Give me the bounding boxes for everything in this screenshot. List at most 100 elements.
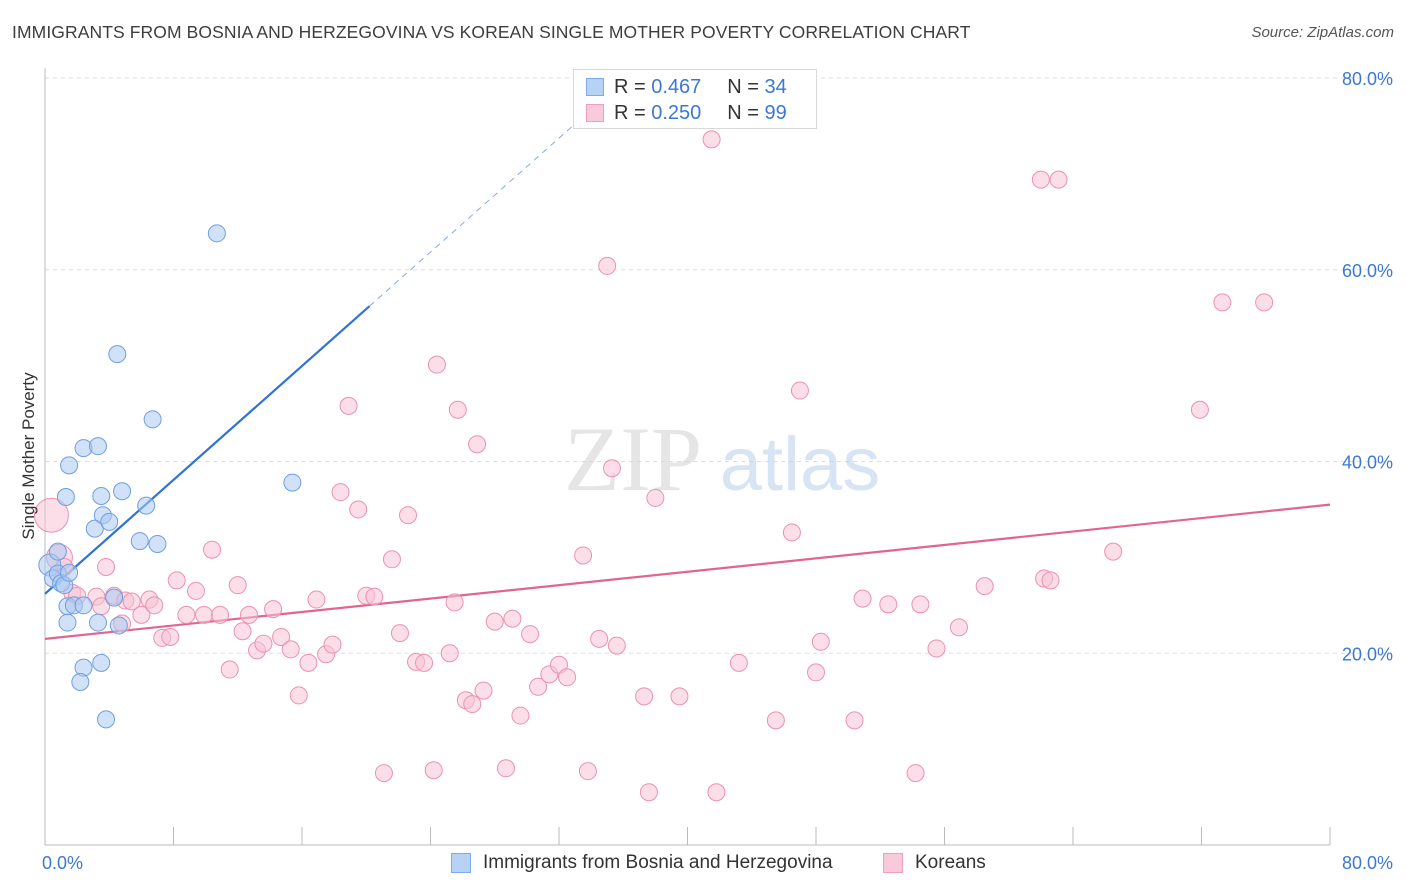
data-point-koreans — [1031, 170, 1050, 189]
bottom-legend-bosnia: Immigrants from Bosnia and Herzegovina — [451, 852, 833, 874]
data-point-koreans — [1213, 293, 1232, 312]
data-point-bosnia — [130, 532, 149, 551]
data-point-koreans — [382, 550, 401, 569]
legend-r-label: R = — [614, 75, 646, 98]
data-point-koreans — [339, 396, 358, 415]
data-point-koreans — [906, 764, 925, 783]
data-point-bosnia — [60, 456, 79, 475]
data-point-koreans — [272, 627, 291, 646]
data-point-koreans — [349, 500, 368, 519]
data-point-koreans — [879, 595, 898, 614]
data-point-koreans — [374, 764, 393, 783]
data-point-koreans — [145, 596, 164, 615]
trend-line-bosnia-extension — [369, 109, 592, 307]
data-point-koreans — [122, 592, 141, 611]
data-point-koreans — [427, 355, 446, 374]
data-point-koreans — [97, 557, 116, 576]
bottom-legend-swatch-bosnia — [451, 853, 471, 873]
data-point-koreans — [707, 783, 726, 802]
data-point-bosnia — [143, 410, 162, 429]
data-point-koreans — [281, 640, 300, 659]
data-point-koreans — [1190, 400, 1209, 419]
legend-r-value: 0.467 — [651, 75, 702, 98]
data-point-bosnia — [109, 616, 128, 635]
data-point-koreans — [949, 618, 968, 637]
data-point-koreans — [766, 711, 785, 730]
bottom-legend-koreans: Koreans — [883, 852, 986, 874]
y-tick-label: 80.0% — [1342, 69, 1393, 89]
data-point-koreans — [331, 483, 350, 502]
data-point-koreans — [511, 706, 530, 725]
x-tick-label: 80.0% — [1342, 853, 1393, 873]
data-point-koreans — [503, 609, 522, 628]
source-label: Source: ZipAtlas.com — [1251, 24, 1394, 41]
legend-swatch-koreans — [586, 104, 604, 122]
series-bosnia — [38, 224, 302, 729]
data-point-koreans — [853, 589, 872, 608]
data-point-koreans — [239, 605, 258, 624]
data-point-koreans — [574, 546, 593, 565]
trend-line-bosnia — [44, 305, 371, 595]
data-point-koreans — [790, 381, 809, 400]
data-point-koreans — [307, 590, 326, 609]
data-point-koreans — [448, 400, 467, 419]
data-point-koreans — [1049, 170, 1068, 189]
bottom-legend-swatch-koreans — [883, 853, 903, 873]
data-point-koreans — [607, 636, 626, 655]
data-point-koreans — [415, 653, 434, 672]
data-point-koreans — [558, 668, 577, 687]
data-point-koreans — [782, 523, 801, 542]
data-point-koreans — [598, 256, 617, 275]
data-point-koreans — [521, 625, 540, 644]
data-point-bosnia — [148, 534, 167, 553]
tick-labels: 20.0% 40.0% 60.0% 80.0% 0.0% 80.0% — [42, 69, 1393, 873]
data-point-bosnia — [207, 224, 226, 243]
data-point-koreans — [195, 605, 214, 624]
y-axis-title: Single Mother Poverty — [19, 372, 38, 540]
data-point-bosnia — [100, 512, 119, 531]
watermark: ZIP atlas — [564, 408, 880, 510]
data-point-koreans — [211, 605, 230, 624]
data-point-bosnia — [92, 653, 111, 672]
data-point-koreans — [33, 497, 69, 533]
chart-title: IMMIGRANTS FROM BOSNIA AND HERZEGOVINA V… — [12, 22, 971, 42]
data-point-koreans — [254, 634, 273, 653]
trend-line-koreans — [44, 503, 1331, 640]
data-point-koreans — [299, 653, 318, 672]
legend-n-label: N = — [727, 101, 759, 124]
data-point-koreans — [927, 639, 946, 658]
data-point-koreans — [220, 660, 239, 679]
data-point-koreans — [289, 686, 308, 705]
legend-box: R = 0.467 N = 34 R = 0.250 N = 99 — [573, 69, 817, 129]
data-point-koreans — [323, 635, 342, 654]
data-point-koreans — [807, 663, 825, 682]
legend-n-value: 34 — [764, 75, 787, 98]
legend-swatch-bosnia — [586, 78, 604, 96]
data-point-koreans — [811, 632, 830, 651]
data-point-koreans — [702, 130, 721, 149]
data-point-bosnia — [48, 542, 67, 561]
data-point-koreans — [463, 695, 482, 714]
data-point-koreans — [496, 759, 515, 778]
data-point-koreans — [177, 605, 196, 624]
axes — [44, 68, 1331, 846]
data-point-koreans — [424, 761, 443, 780]
watermark-atlas: atlas — [720, 422, 881, 507]
data-point-bosnia — [105, 588, 124, 607]
data-point-koreans — [390, 624, 409, 643]
data-point-koreans — [468, 435, 487, 454]
data-point-bosnia — [60, 563, 79, 582]
data-point-bosnia — [89, 437, 108, 456]
bottom-legend-label-koreans: Koreans — [915, 852, 986, 873]
data-point-bosnia — [74, 596, 93, 615]
data-point-bosnia — [92, 487, 111, 506]
data-point-koreans — [485, 612, 504, 631]
data-point-koreans — [233, 622, 252, 641]
data-point-koreans — [729, 653, 748, 672]
data-point-bosnia — [137, 496, 156, 515]
data-point-bosnia — [58, 613, 77, 632]
watermark-zip: ZIP — [564, 408, 702, 510]
data-point-koreans — [845, 711, 864, 730]
data-point-koreans — [228, 576, 247, 595]
